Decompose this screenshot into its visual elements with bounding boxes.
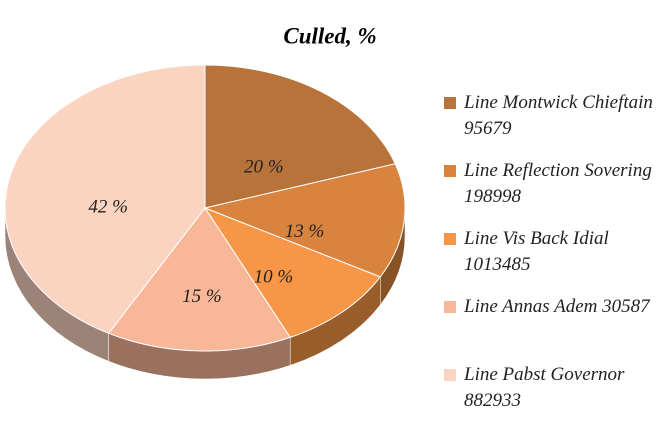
slice bbox=[203, 206, 382, 338]
legend-swatch bbox=[444, 369, 456, 381]
legend-label: Line Reflection Sovering 198998 bbox=[464, 160, 652, 207]
legend-item: Line Pabst Governor 882933 bbox=[444, 362, 654, 430]
slice bbox=[203, 163, 406, 278]
legend-item: Line Montwick Chieftain 95679 bbox=[444, 90, 654, 158]
legend-label: Line Montwick Chieftain 95679 bbox=[464, 92, 653, 139]
value-label: 13 % bbox=[285, 221, 325, 242]
legend: Line Montwick Chieftain 95679 Line Reflec… bbox=[444, 90, 654, 430]
value-label: 20 % bbox=[244, 157, 284, 178]
legend-swatch bbox=[444, 165, 456, 177]
legend-label: Line Vis Back Idial 1013485 bbox=[464, 228, 609, 275]
legend-item: Line Annas Adem 30587 bbox=[444, 294, 654, 362]
page: Culled, % 20 % 13 % 10 % 15 % 42 % Line Mont… bbox=[4, 23, 653, 411]
chart: Culled, % 20 % 13 % 10 % 15 % 42 % bbox=[4, 23, 406, 380]
legend-label: Line Pabst Governor 882933 bbox=[464, 364, 625, 411]
value-label: 42 % bbox=[88, 197, 128, 218]
legend-item: Line Reflection Sovering 198998 bbox=[444, 158, 654, 226]
legend-swatch bbox=[444, 97, 456, 109]
value-label: 15 % bbox=[182, 286, 222, 307]
slice bbox=[204, 64, 396, 209]
value-label: 10 % bbox=[254, 266, 294, 287]
legend-swatch bbox=[444, 233, 456, 245]
chart-title: Culled, % bbox=[283, 23, 376, 48]
legend-item: Line Vis Back Idial 1013485 bbox=[444, 226, 654, 294]
legend-swatch bbox=[444, 301, 456, 313]
slice bbox=[107, 207, 291, 352]
legend-label: Line Annas Adem 30587 bbox=[464, 296, 650, 317]
slice bbox=[4, 64, 206, 334]
